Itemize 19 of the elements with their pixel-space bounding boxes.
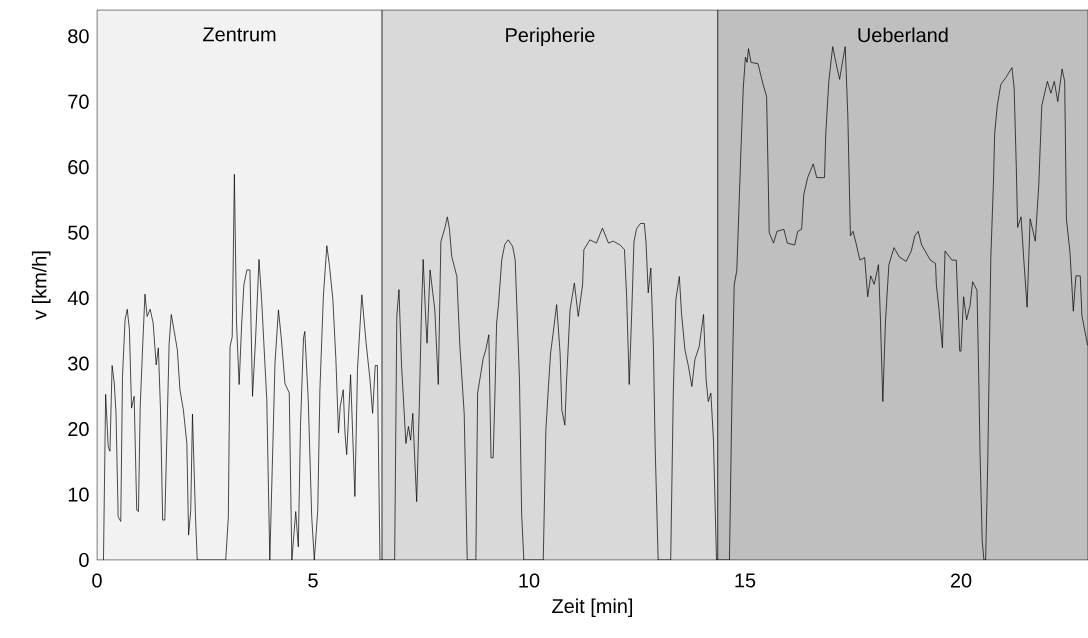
y-axis-title: v [km/h] <box>31 251 51 320</box>
x-tick-label: 5 <box>308 573 318 588</box>
y-tick-label: 10 <box>68 487 89 502</box>
band-label: Ueberland <box>858 27 948 43</box>
y-tick-label: 60 <box>68 160 89 175</box>
y-tick-label: 50 <box>68 225 89 240</box>
band-label: Peripherie <box>506 27 595 47</box>
x-tick-label: 15 <box>735 573 756 588</box>
x-tick-label: 20 <box>950 573 972 588</box>
x-tick-label: 0 <box>92 573 102 588</box>
band-label: Zentrum <box>203 27 276 42</box>
y-tick-label: 30 <box>68 356 89 371</box>
y-tick-label: 40 <box>67 291 89 306</box>
x-tick-label: 10 <box>519 573 540 588</box>
x-axis-title: Zeit [min] <box>552 598 633 618</box>
y-tick-label: 20 <box>68 422 89 437</box>
y-tick-label: 80 <box>68 29 89 44</box>
y-tick-label: 0 <box>79 552 89 568</box>
y-tick-label: 70 <box>68 94 89 109</box>
